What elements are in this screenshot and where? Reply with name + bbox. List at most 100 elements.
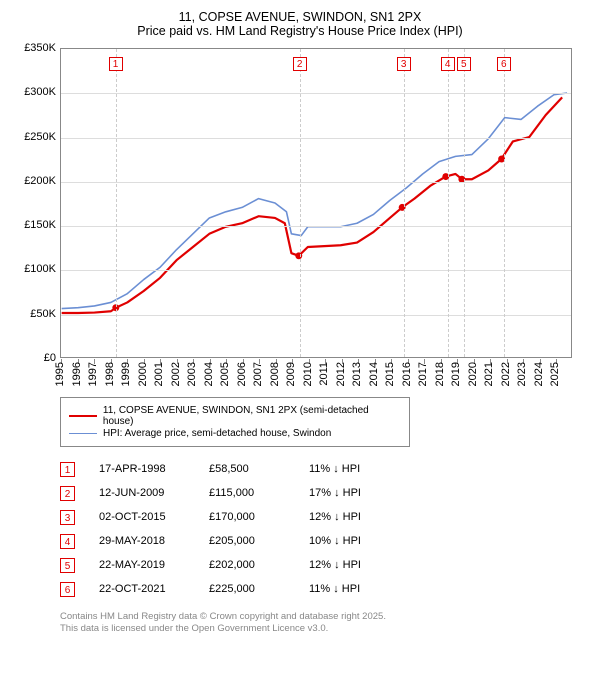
gridline-h bbox=[61, 270, 571, 271]
transaction-marker: 5 bbox=[60, 558, 75, 573]
transaction-delta: 17% ↓ HPI bbox=[309, 487, 409, 499]
transaction-marker: 4 bbox=[60, 534, 75, 549]
transaction-price: £205,000 bbox=[209, 535, 309, 547]
legend-label-0: 11, COPSE AVENUE, SWINDON, SN1 2PX (semi… bbox=[103, 405, 401, 427]
transaction-delta: 12% ↓ HPI bbox=[309, 511, 409, 523]
marker-box-5: 5 bbox=[457, 57, 471, 71]
xtick-label: 1999 bbox=[120, 362, 132, 386]
xtick-label: 1996 bbox=[71, 362, 83, 386]
ytick-label: £100K bbox=[24, 263, 56, 275]
xtick-label: 2005 bbox=[219, 362, 231, 386]
marker-box-6: 6 bbox=[497, 57, 511, 71]
transaction-date: 12-JUN-2009 bbox=[99, 487, 209, 499]
gridline-h bbox=[61, 182, 571, 183]
transaction-price: £115,000 bbox=[209, 487, 309, 499]
xtick-label: 2021 bbox=[483, 362, 495, 386]
transaction-row: 6 22-OCT-2021£225,00011% ↓ HPI bbox=[60, 577, 582, 601]
series-price_paid bbox=[62, 97, 562, 313]
transaction-marker: 2 bbox=[60, 486, 75, 501]
transaction-price: £202,000 bbox=[209, 559, 309, 571]
ytick-label: £250K bbox=[24, 131, 56, 143]
legend-row-hpi: HPI: Average price, semi-detached house,… bbox=[69, 428, 401, 439]
transaction-date: 22-OCT-2021 bbox=[99, 583, 209, 595]
plot-frame: 123456 bbox=[60, 48, 572, 358]
gridline-h bbox=[61, 226, 571, 227]
xtick-label: 2024 bbox=[533, 362, 545, 386]
xtick-label: 2020 bbox=[467, 362, 479, 386]
ytick-label: £200K bbox=[24, 175, 56, 187]
marker-box-1: 1 bbox=[109, 57, 123, 71]
transaction-marker: 1 bbox=[60, 462, 75, 477]
marker-vline bbox=[464, 49, 465, 357]
xtick-label: 2006 bbox=[236, 362, 248, 386]
marker-box-4: 4 bbox=[441, 57, 455, 71]
gridline-h bbox=[61, 93, 571, 94]
marker-vline bbox=[300, 49, 301, 357]
series-hpi bbox=[62, 93, 567, 309]
title-subtitle: Price paid vs. HM Land Registry's House … bbox=[18, 24, 582, 38]
transaction-date: 02-OCT-2015 bbox=[99, 511, 209, 523]
transaction-delta: 11% ↓ HPI bbox=[309, 583, 409, 595]
xtick-label: 2022 bbox=[500, 362, 512, 386]
transaction-delta: 12% ↓ HPI bbox=[309, 559, 409, 571]
xtick-label: 2016 bbox=[401, 362, 413, 386]
transaction-delta: 10% ↓ HPI bbox=[309, 535, 409, 547]
xtick-label: 2011 bbox=[318, 362, 330, 386]
xtick-label: 2001 bbox=[153, 362, 165, 386]
legend-row-price-paid: 11, COPSE AVENUE, SWINDON, SN1 2PX (semi… bbox=[69, 405, 401, 427]
xtick-label: 2018 bbox=[434, 362, 446, 386]
xtick-label: 2014 bbox=[368, 362, 380, 386]
marker-vline bbox=[116, 49, 117, 357]
transaction-row: 4 29-MAY-2018£205,00010% ↓ HPI bbox=[60, 529, 582, 553]
ytick-label: £50K bbox=[30, 308, 56, 320]
footer-line1: Contains HM Land Registry data © Crown c… bbox=[60, 611, 582, 623]
xtick-label: 2025 bbox=[549, 362, 561, 386]
marker-vline bbox=[404, 49, 405, 357]
marker-vline bbox=[504, 49, 505, 357]
marker-vline bbox=[448, 49, 449, 357]
xtick-label: 1997 bbox=[87, 362, 99, 386]
transaction-row: 5 22-MAY-2019£202,00012% ↓ HPI bbox=[60, 553, 582, 577]
xtick-label: 2003 bbox=[186, 362, 198, 386]
xtick-label: 2023 bbox=[516, 362, 528, 386]
transaction-price: £225,000 bbox=[209, 583, 309, 595]
legend-label-1: HPI: Average price, semi-detached house,… bbox=[103, 428, 331, 439]
transactions-table: 117-APR-1998£58,50011% ↓ HPI212-JUN-2009… bbox=[60, 457, 582, 601]
page-container: 11, COPSE AVENUE, SWINDON, SN1 2PX Price… bbox=[0, 0, 600, 680]
transaction-row: 3 02-OCT-2015£170,00012% ↓ HPI bbox=[60, 505, 582, 529]
gridline-h bbox=[61, 138, 571, 139]
title-block: 11, COPSE AVENUE, SWINDON, SN1 2PX Price… bbox=[18, 10, 582, 38]
xtick-label: 2007 bbox=[252, 362, 264, 386]
xtick-label: 2012 bbox=[335, 362, 347, 386]
xtick-label: 2015 bbox=[384, 362, 396, 386]
xtick-label: 2010 bbox=[302, 362, 314, 386]
ytick-label: £350K bbox=[24, 42, 56, 54]
xtick-label: 1998 bbox=[104, 362, 116, 386]
xtick-label: 2017 bbox=[417, 362, 429, 386]
transaction-marker: 6 bbox=[60, 582, 75, 597]
transaction-marker: 3 bbox=[60, 510, 75, 525]
ytick-label: £150K bbox=[24, 219, 56, 231]
title-address: 11, COPSE AVENUE, SWINDON, SN1 2PX bbox=[18, 10, 582, 24]
xtick-label: 2013 bbox=[351, 362, 363, 386]
xtick-label: 2008 bbox=[269, 362, 281, 386]
transaction-date: 22-MAY-2019 bbox=[99, 559, 209, 571]
legend-swatch-0 bbox=[69, 415, 97, 417]
chart-area: 123456 £0£50K£100K£150K£200K£250K£300K£3… bbox=[18, 42, 582, 387]
transaction-date: 29-MAY-2018 bbox=[99, 535, 209, 547]
xtick-label: 2002 bbox=[170, 362, 182, 386]
xtick-label: 1995 bbox=[54, 362, 66, 386]
transaction-row: 2 12-JUN-2009£115,00017% ↓ HPI bbox=[60, 481, 582, 505]
footer-line2: This data is licensed under the Open Gov… bbox=[60, 623, 582, 635]
footer: Contains HM Land Registry data © Crown c… bbox=[60, 611, 582, 636]
transaction-delta: 11% ↓ HPI bbox=[309, 463, 409, 475]
xtick-label: 2000 bbox=[137, 362, 149, 386]
xtick-label: 2004 bbox=[203, 362, 215, 386]
transaction-row: 117-APR-1998£58,50011% ↓ HPI bbox=[60, 457, 582, 481]
gridline-h bbox=[61, 315, 571, 316]
marker-box-3: 3 bbox=[397, 57, 411, 71]
transaction-price: £58,500 bbox=[209, 463, 309, 475]
legend-swatch-1 bbox=[69, 433, 97, 434]
transaction-price: £170,000 bbox=[209, 511, 309, 523]
legend: 11, COPSE AVENUE, SWINDON, SN1 2PX (semi… bbox=[60, 397, 410, 447]
